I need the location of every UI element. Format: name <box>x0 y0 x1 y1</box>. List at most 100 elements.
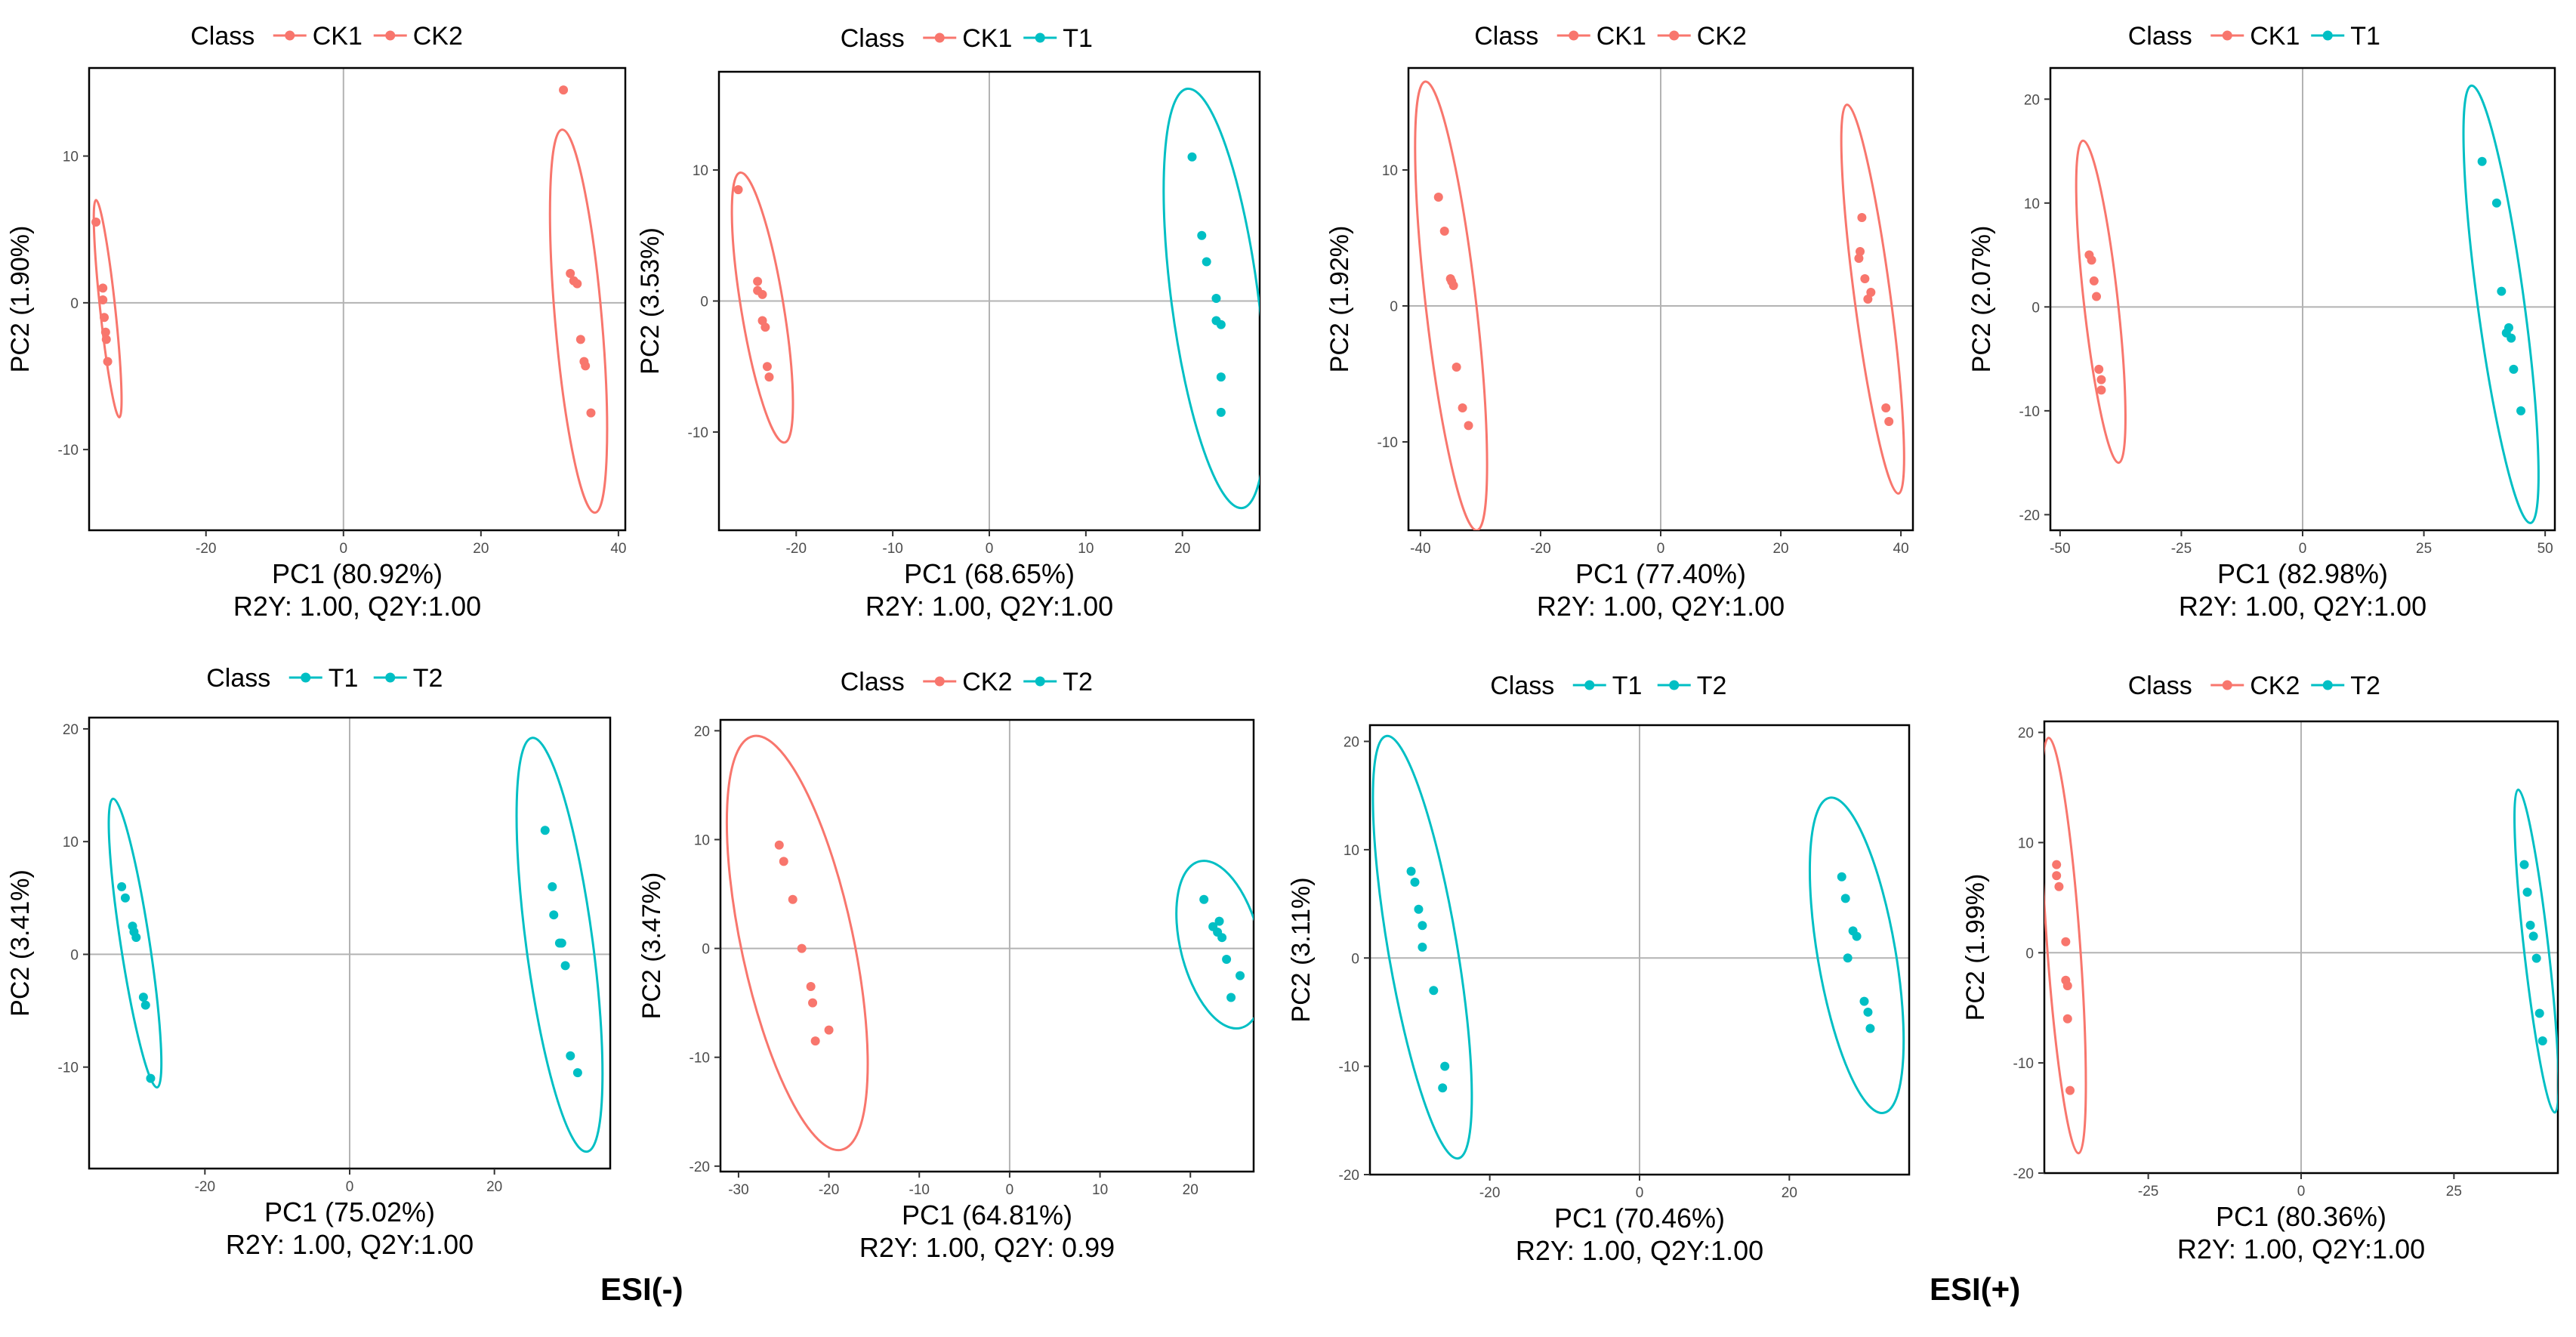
x-tick-label: 0 <box>1636 1185 1644 1201</box>
legend-label-t1: T1 <box>1063 24 1093 53</box>
y-tick-label: -10 <box>2013 1056 2034 1072</box>
x-axis-title: PC1 (80.36%) <box>2216 1201 2386 1232</box>
y-tick-label: 0 <box>1390 299 1398 315</box>
data-point-ck1 <box>98 295 108 304</box>
legend-title: Class <box>206 664 270 693</box>
plot-area <box>2044 736 2558 1155</box>
data-point-t2 <box>2519 860 2529 869</box>
x-tick-label: -20 <box>1530 541 1550 557</box>
data-point-t2 <box>572 1068 582 1078</box>
x-tick-label: -20 <box>195 1179 215 1195</box>
pca-plot-svg: -20 -10 0 10 20 -10 0 10 Class CK1 T1 PC1 (68.65%)R… <box>636 24 1261 622</box>
confidence-ellipse-ck2 <box>725 734 869 1152</box>
data-point-t1 <box>1418 921 1427 931</box>
data-point-ck2 <box>1860 274 1870 283</box>
data-point-t1 <box>1187 152 1197 162</box>
plot-area <box>2075 84 2540 524</box>
data-point-ck1 <box>98 283 108 293</box>
legend-key-point-ck2 <box>1669 30 1680 41</box>
legend-label-ck2: CK2 <box>1697 22 1747 51</box>
y-tick-label: 0 <box>1351 951 1359 967</box>
y-tick-label: -10 <box>2019 404 2040 420</box>
data-point-ck2 <box>824 1025 834 1035</box>
model-stats-label: R2Y: 1.00, Q2Y:1.00 <box>1537 591 1785 622</box>
y-axis-title: PC2 (3.11%) <box>1287 877 1316 1022</box>
data-point-t2 <box>1226 993 1236 1002</box>
data-point-t2 <box>1222 955 1232 965</box>
data-point-t2 <box>1214 916 1224 926</box>
data-point-ck1 <box>101 335 111 344</box>
pca-panel-neg-ck1-ck2: -20 0 20 40 -10 0 10 Class CK1 CK2 PC1 (80.92%) R2Y… <box>0 0 642 638</box>
plot-border <box>719 718 1255 1173</box>
data-point-ck1 <box>1448 281 1458 290</box>
legend: Class CK2 T2 <box>841 668 1093 696</box>
data-point-t1 <box>140 1000 150 1010</box>
x-tick-label: 20 <box>1782 1185 1797 1201</box>
confidence-ellipse-ck1 <box>1414 80 1489 530</box>
data-point-ck2 <box>1881 403 1891 412</box>
pca-panel-neg-ck2-t2: -30 -20 -10 0 10 20 -20 -10 0 10 20 Class CK2 T2 PC1 (… <box>637 638 1284 1288</box>
legend-label-t2: T2 <box>2350 672 2380 700</box>
data-point-ck2 <box>566 269 575 278</box>
data-point-ck2 <box>1884 417 1894 426</box>
data-point-ck2 <box>2054 882 2064 891</box>
data-point-t1 <box>1414 904 1424 914</box>
legend-label-ck1: CK1 <box>2250 22 2300 51</box>
model-stats-label: R2Y: 1.00, Q2Y:1.00 <box>233 591 481 622</box>
data-point-ck2 <box>808 998 818 1008</box>
x-tick-label: -20 <box>819 1182 839 1198</box>
data-point-t1 <box>1211 294 1221 304</box>
data-point-ck2 <box>572 279 582 289</box>
x-tick-label: -20 <box>196 541 216 557</box>
x-tick-label: -25 <box>2171 541 2192 557</box>
legend-key-point-ck1 <box>934 32 945 43</box>
data-point-ck1 <box>2096 385 2106 395</box>
y-tick-label: 20 <box>1344 735 1359 751</box>
pca-panel-neg-t1-t2: -20 0 20 -10 0 10 20 Class T1 T2 PC1 (75.02%) R2Y: … <box>0 638 642 1288</box>
legend-title: Class <box>1474 22 1538 51</box>
data-point-t1 <box>1429 986 1439 996</box>
y-tick-label: 20 <box>694 724 710 740</box>
x-tick-label: 50 <box>2537 541 2553 557</box>
model-stats-label: R2Y: 1.00, Q2Y:1.00 <box>2177 1234 2425 1264</box>
data-point-t1 <box>146 1073 156 1083</box>
y-tick-label: 10 <box>693 163 708 179</box>
data-point-t1 <box>131 933 141 943</box>
legend-title: Class <box>841 24 905 53</box>
x-tick-label: 0 <box>1006 1182 1014 1198</box>
y-tick-label: -10 <box>58 443 79 459</box>
pca-panel-pos-t1-t2: -20 0 20 -20 -10 0 10 20 Class T1 T2 PC1 (70.46%) R2… <box>1284 638 1930 1288</box>
legend: Class T1 T2 <box>206 664 443 693</box>
data-point-t2 <box>548 882 557 891</box>
model-stats-label: R2Y: 1.00, Q2Y:1.00 <box>2179 591 2426 622</box>
legend-title: Class <box>2128 22 2192 51</box>
y-tick-label: 0 <box>702 942 710 958</box>
legend-label-ck2: CK2 <box>962 668 1012 696</box>
y-tick-label: 0 <box>700 295 708 310</box>
plot-border <box>88 66 627 532</box>
x-tick-label: -50 <box>2050 541 2070 557</box>
confidence-ellipse-t1 <box>2462 84 2540 524</box>
pca-panel-pos-ck1-t1: -50 -25 0 25 50 -20 -10 0 10 20 Class CK1 T1 PC1 (82.… <box>1930 0 2576 638</box>
esi-positive-label: ESI(+) <box>1930 1271 2021 1307</box>
x-tick-label: -25 <box>2138 1184 2158 1200</box>
plot-area <box>1371 734 1905 1160</box>
legend-label-t1: T1 <box>329 664 359 693</box>
y-axis-title: PC2 (2.07%) <box>1967 226 1996 373</box>
data-point-t2 <box>540 826 550 835</box>
data-point-t1 <box>2516 406 2526 415</box>
pca-plot-svg: -50 -25 0 25 50 -20 -10 0 10 20 Class CK1 T1 PC1 (82.… <box>1967 22 2556 622</box>
legend-label-t1: T1 <box>2350 22 2380 51</box>
data-point-ck2 <box>779 857 788 866</box>
legend-label-t2: T2 <box>1697 672 1727 700</box>
x-tick-label: 0 <box>340 541 348 557</box>
legend-key-point-t2 <box>385 672 396 683</box>
data-point-ck2 <box>2052 871 2062 881</box>
x-axis-title: PC1 (64.81%) <box>902 1200 1072 1230</box>
data-point-t2 <box>2528 931 2538 941</box>
legend-label-ck2: CK2 <box>2250 672 2300 700</box>
data-point-t2 <box>2525 920 2535 930</box>
data-point-t2 <box>566 1051 575 1061</box>
pca-panel-pos-ck2-t2: -25 0 25 -20 -10 0 10 20 Class CK2 T2 PC1 (80.36%) R… <box>1930 638 2576 1288</box>
legend-key-point-t2 <box>1669 680 1680 690</box>
